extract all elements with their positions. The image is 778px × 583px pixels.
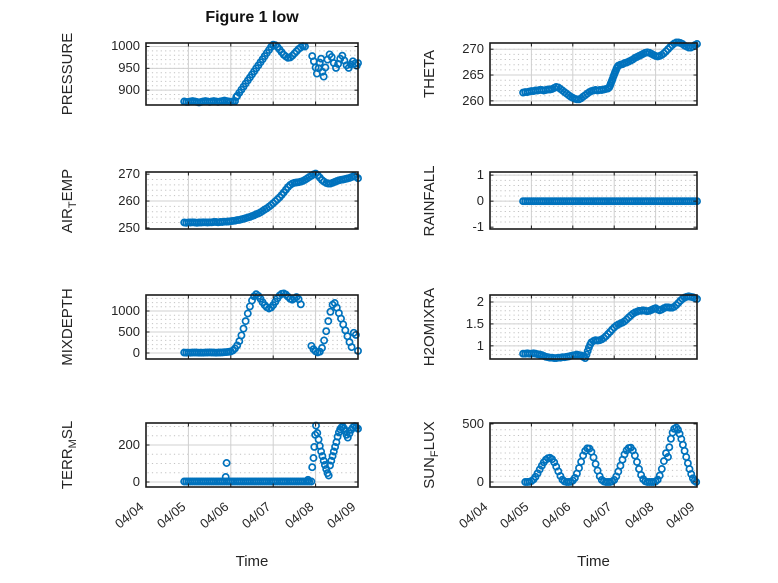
- subplot-pressure: [145, 40, 362, 107]
- subplot-mixdepth: [145, 289, 362, 360]
- subplot-h2omixra: [489, 292, 701, 363]
- subplot-air_temp: [145, 169, 362, 230]
- subplot-rainfall: [489, 171, 701, 230]
- subplot-sun_flux: [489, 422, 701, 488]
- subplot-terr_msl: [145, 421, 362, 488]
- subplot-theta: [489, 38, 701, 106]
